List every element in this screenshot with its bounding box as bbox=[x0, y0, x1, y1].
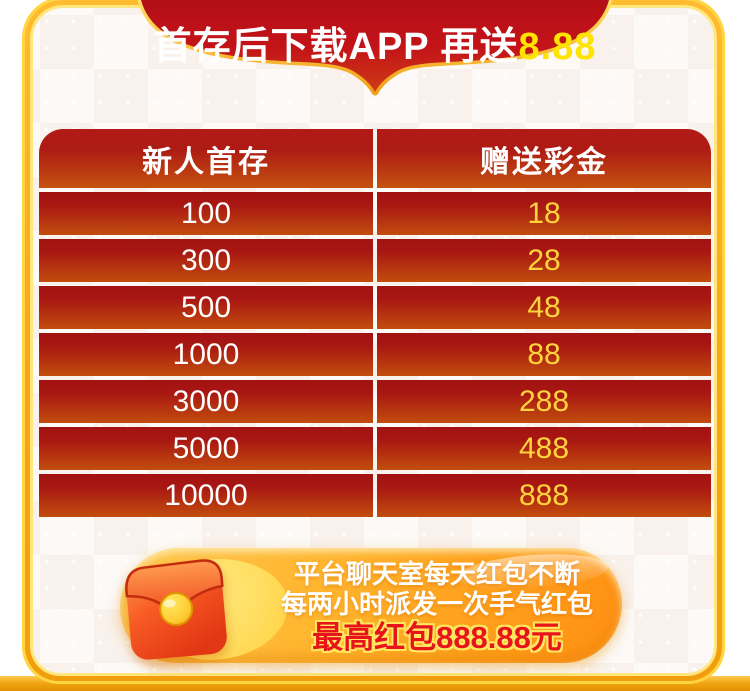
red-packet-promo-text: 平台聊天室每天红包不断 每两小时派发一次手气红包 最高红包888.88元 bbox=[256, 559, 618, 655]
promo-max-amount: 最高红包888.88元 bbox=[312, 620, 562, 655]
deposit-cell: 100 bbox=[39, 192, 373, 235]
column-header-deposit: 新人首存 bbox=[39, 129, 373, 188]
column-header-bonus: 赠送彩金 bbox=[377, 129, 711, 188]
table-row: 300 28 bbox=[39, 239, 711, 282]
deposit-cell: 300 bbox=[39, 239, 373, 282]
bonus-cell: 488 bbox=[377, 427, 711, 470]
table-row: 500 48 bbox=[39, 286, 711, 329]
table-row: 100 18 bbox=[39, 192, 711, 235]
table-row: 10000 888 bbox=[39, 474, 711, 517]
deposit-table-header: 新人首存 赠送彩金 bbox=[39, 129, 711, 188]
table-row: 5000 488 bbox=[39, 427, 711, 470]
bonus-cell: 18 bbox=[377, 192, 711, 235]
bonus-cell: 48 bbox=[377, 286, 711, 329]
deposit-cell: 10000 bbox=[39, 474, 373, 517]
deposit-table-rows: 100 18 300 28 500 48 1000 88 3000 288 50… bbox=[39, 192, 711, 517]
promo-line-1: 平台聊天室每天红包不断 bbox=[293, 559, 580, 589]
deposit-cell: 1000 bbox=[39, 333, 373, 376]
table-row: 1000 88 bbox=[39, 333, 711, 376]
deposit-cell: 500 bbox=[39, 286, 373, 329]
deposit-cell: 5000 bbox=[39, 427, 373, 470]
header-banner-title: 首存后下载APP 再送8.88 bbox=[140, 15, 610, 70]
red-envelope-icon bbox=[125, 559, 227, 660]
bonus-cell: 28 bbox=[377, 239, 711, 282]
promo-line-2: 每两小时派发一次手气红包 bbox=[280, 589, 593, 619]
bonus-cell: 88 bbox=[377, 333, 711, 376]
bonus-cell: 288 bbox=[377, 380, 711, 423]
header-banner-highlight: 8.88 bbox=[518, 26, 597, 68]
deposit-cell: 3000 bbox=[39, 380, 373, 423]
bonus-cell: 888 bbox=[377, 474, 711, 517]
header-banner-prefix: 首存后下载APP 再送 bbox=[153, 26, 519, 68]
table-row: 3000 288 bbox=[39, 380, 711, 423]
deposit-table: 新人首存 赠送彩金 100 18 300 28 500 48 1000 88 3… bbox=[39, 129, 711, 517]
ribbon-banner-shape bbox=[137, 0, 613, 96]
